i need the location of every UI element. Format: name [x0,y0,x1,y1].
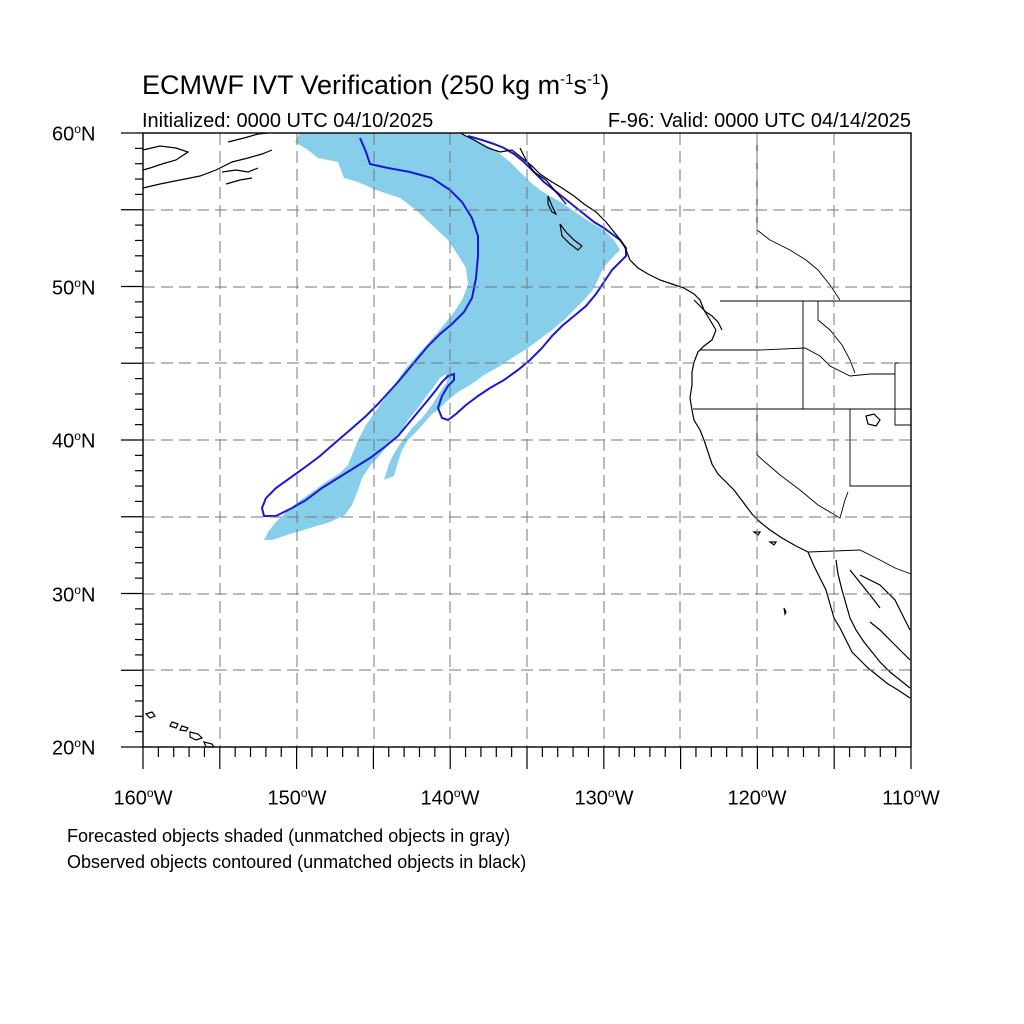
valid-time: F-96: Valid: 0000 UTC 04/14/2025 [607,110,911,132]
lon-label-110: 110oW [882,786,940,810]
lat-label-30: 30oN [52,583,96,607]
forecast-ivt-object [264,133,620,540]
forecast-note: Forecasted objects shaded (unmatched obj… [67,826,511,846]
axis-ticks [121,132,912,769]
observed-ivt-contour [260,135,627,517]
initialized-time: Initialized: 0000 UTC 04/10/2025 [142,110,434,132]
observed-note: Observed objects contoured (unmatched ob… [67,852,527,872]
lat-label-50: 50oN [52,276,96,300]
lon-label-160: 160oW [113,786,173,810]
lat-label-60: 60oN [52,122,96,146]
figure-title: ECMWF IVT Verification (250 kg m-1s-1) [142,70,610,100]
lon-label-150: 150oW [267,786,327,810]
gridlines [143,133,911,747]
lat-label-40: 40oN [52,429,96,453]
lat-label-20: 20oN [52,736,96,760]
political-borders [693,133,912,575]
lon-label-120: 120oW [727,786,787,810]
lon-label-140: 140oW [420,786,480,810]
lon-label-130: 130oW [574,786,634,810]
